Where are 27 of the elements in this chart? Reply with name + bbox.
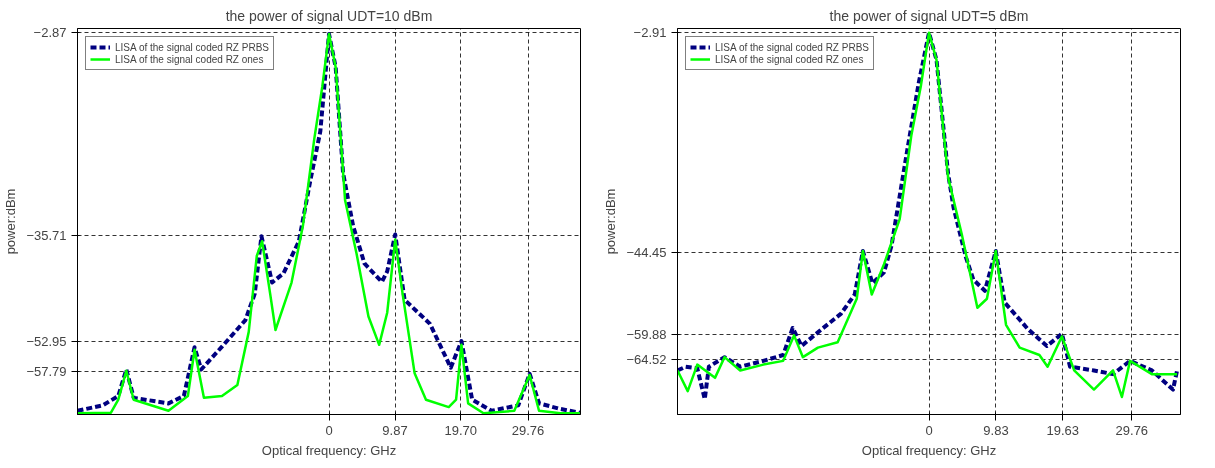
x-tick-label: 29.76 [511, 422, 545, 438]
x-tick-label: 19.63 [1046, 422, 1080, 438]
y-axis-title: power:dBm [603, 188, 619, 255]
y-tick-label: −64.52 [626, 351, 667, 367]
y-axis-title: power:dBm [3, 188, 19, 255]
chart-title: the power of signal UDT=10 dBm [225, 7, 433, 24]
x-tick-label: 29.76 [1115, 422, 1149, 438]
legend-label: LISA of the signal coded RZ ones [715, 53, 864, 65]
legend-label: LISA of the signal coded RZ PRBS [715, 41, 869, 53]
x-tick-label: 9.87 [382, 422, 408, 438]
line-series [77, 32, 581, 415]
x-tick-label: 0 [325, 422, 333, 438]
x-axis-title: Optical frequency: GHz [861, 442, 997, 458]
y-tick-label: −35.71 [26, 227, 67, 243]
legend-label: LISA of the signal coded RZ ones [115, 53, 264, 65]
chart-title: the power of signal UDT=5 dBm [829, 7, 1029, 24]
x-axis-title: Optical frequency: GHz [261, 442, 397, 458]
y-tick-label: −2.87 [33, 25, 67, 41]
x-tick-label: 0 [925, 422, 933, 438]
legend-label: LISA of the signal coded RZ PRBS [115, 41, 269, 53]
y-tick-label: −2.91 [633, 24, 667, 40]
y-tick-label: −57.79 [26, 363, 67, 379]
y-tick-label: −52.95 [26, 333, 67, 349]
y-tick-label: −59.88 [626, 327, 667, 343]
y-tick-label: −44.45 [626, 245, 667, 261]
x-tick-label: 19.70 [444, 422, 478, 438]
x-tick-label: 9.83 [983, 422, 1009, 438]
